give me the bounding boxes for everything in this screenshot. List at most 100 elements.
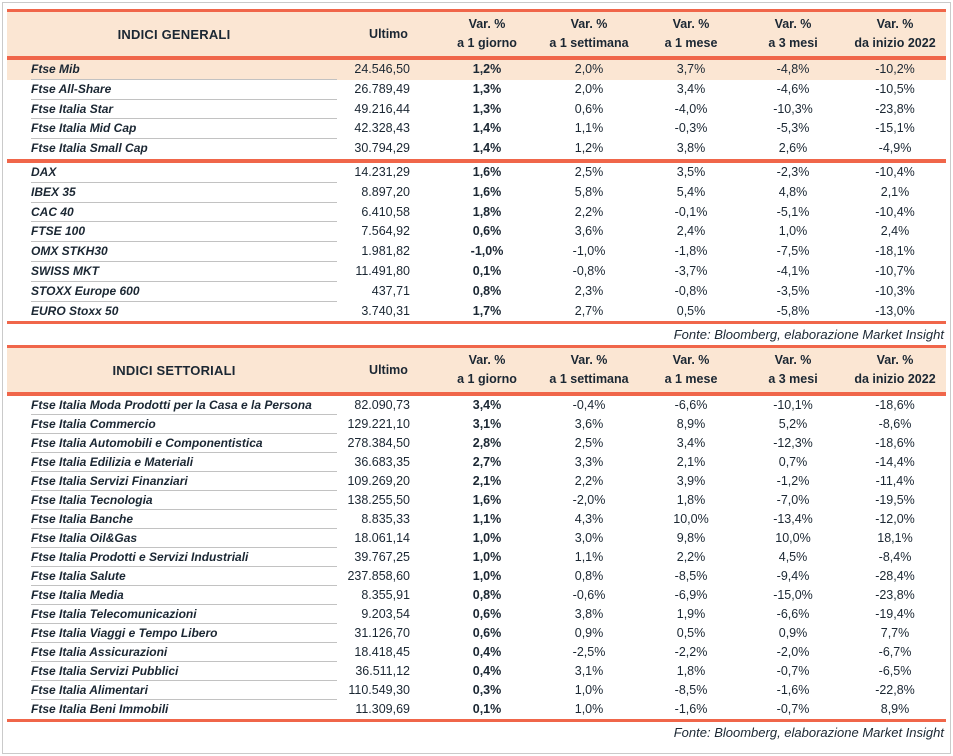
table-row: FTSE 100 7.564,92 0,6% 3,6% 2,4% 1,0% 2,4%	[7, 222, 946, 242]
cell-var-m1: -1,8%	[674, 244, 708, 259]
col-header-ultimo: Ultimo	[341, 10, 436, 57]
cell-var-w1: -2,0%	[572, 493, 606, 508]
cell-ultimo: 237.858,60	[347, 569, 410, 584]
table-row: Ftse Italia Telecomunicazioni 9.203,54 0,6…	[7, 605, 946, 625]
cell-index-name: Ftse Italia Servizi Finanziari	[7, 472, 341, 492]
cell-var-m1: -0,1%	[674, 204, 708, 219]
table-row: DAX 14.231,29 1,6% 2,5% 3,5% -2,3% -10,4%	[7, 162, 946, 183]
var-header-line2: a 1 mese	[664, 36, 718, 50]
var-header-line2: a 3 mesi	[768, 372, 818, 387]
table-row: Ftse Italia Servizi Pubblici 36.511,12 0,4…	[7, 662, 946, 682]
cell-var-ytd: 7,7%	[880, 626, 910, 641]
cell-var-m3: -10,1%	[773, 398, 813, 413]
var-header-line1: Var. %	[774, 17, 812, 31]
cell-ultimo: 6.410,58	[361, 204, 410, 219]
cell-var-w1: 3,6%	[574, 224, 604, 239]
group-separator-line	[7, 392, 946, 397]
cell-var-w1: 0,9%	[574, 626, 604, 641]
cell-var-m1: 2,4%	[676, 224, 706, 239]
table-row: Ftse Italia Banche 8.835,33 1,1% 4,3% 10,0% -…	[7, 510, 946, 530]
var-header-line1: Var. %	[672, 353, 710, 368]
cell-var-m3: -10,3%	[773, 101, 813, 116]
data-table: INDICI GENERALI Ultimo Var. % a 1 giorno Var…	[7, 9, 946, 325]
table-row: IBEX 35 8.897,20 1,6% 5,8% 5,4% 4,8% 2,1%	[7, 183, 946, 203]
cell-var-d1: 1,6%	[472, 184, 502, 199]
cell-var-m3: 4,8%	[778, 184, 808, 199]
cell-var-ytd: -10,2%	[844, 59, 946, 80]
cell-var-ytd: -12,0%	[875, 512, 915, 527]
cell-var-m3: -1,6%	[776, 683, 810, 698]
cell-var-m3: 4,5%	[778, 550, 808, 565]
table-row: Ftse Italia Viaggi e Tempo Libero 31.126,…	[7, 624, 946, 644]
cell-var-m3: -2,0%	[776, 645, 810, 660]
cell-var-ytd: -11,4%	[875, 474, 915, 489]
var-header-line1: Var. %	[672, 17, 710, 31]
cell-var-m3: -12,3%	[773, 436, 813, 451]
cell-var-m3: 10,0%	[775, 531, 811, 546]
cell-ultimo: 42.328,43	[354, 121, 410, 136]
cell-var-m3: -5,1%	[776, 204, 810, 219]
cell-var-w1: 1,0%	[574, 702, 604, 717]
cell-var-m1: 3,8%	[676, 141, 706, 156]
cell-var-d1: 2,8%	[472, 436, 502, 451]
table-row: Ftse Italia Assicurazioni 18.418,45 0,4% -2…	[7, 643, 946, 663]
cell-var-ytd: -13,0%	[875, 303, 915, 318]
table-row: Ftse Italia Media 8.355,91 0,8% -0,6% -6,9% -…	[7, 586, 946, 606]
cell-var-w1: 2,2%	[574, 204, 604, 219]
cell-var-d1: 0,8%	[472, 283, 502, 298]
cell-index-name: FTSE 100	[7, 222, 341, 242]
cell-index-name: Ftse All-Share	[7, 80, 341, 100]
cell-ultimo: 3.740,31	[361, 303, 410, 318]
cell-var-d1: 1,1%	[472, 512, 502, 527]
cell-ultimo: 11.491,80	[355, 263, 410, 278]
cell-var-d1: 1,3%	[472, 81, 502, 96]
table-row: SWISS MKT 11.491,80 0,1% -0,8% -3,7% -4,1% -10…	[7, 262, 946, 282]
var-header-line1: Var. %	[876, 17, 914, 31]
cell-var-ytd: -14,4%	[875, 455, 915, 470]
cell-var-m1: 1,8%	[676, 664, 706, 679]
cell-var-ytd: 8,9%	[880, 702, 910, 717]
cell-var-w1: 3,6%	[574, 417, 604, 432]
cell-index-name: Ftse Italia Tecnologia	[7, 491, 341, 511]
cell-var-d1: -1,0%	[470, 244, 504, 259]
cell-var-ytd: -4,9%	[878, 141, 912, 156]
cell-var-m1: 2,2%	[676, 550, 706, 565]
cell-var-w1: 0,8%	[574, 569, 604, 584]
cell-var-d1: 1,3%	[472, 101, 502, 116]
table-row: Ftse Italia Alimentari 110.549,30 0,3% 1,0%…	[7, 681, 946, 701]
cell-ultimo: 82.090,73	[354, 398, 410, 413]
var-header-line2: da inizio 2022	[854, 372, 936, 387]
cell-var-w1: 3,3%	[574, 455, 604, 470]
cell-var-d1: 1,6%	[472, 493, 502, 508]
cell-index-name: SWISS MKT	[7, 262, 341, 282]
cell-var-m1: -1,6%	[674, 702, 708, 717]
cell-var-d1: 0,8%	[472, 588, 502, 603]
cell-var-ytd: -18,6%	[875, 398, 915, 413]
cell-index-name: Ftse Italia Salute	[7, 567, 341, 587]
cell-var-m1: 8,9%	[676, 417, 706, 432]
cell-ultimo: 110.549,30	[348, 683, 410, 698]
table-header: INDICI SETTORIALI Ultimo Var. % a 1 giorno V…	[7, 346, 946, 394]
table-header: INDICI GENERALI Ultimo Var. % a 1 giorno Var…	[7, 10, 946, 57]
cell-var-w1: 2,2%	[574, 474, 604, 489]
cell-var-d1: 3,4%	[472, 398, 502, 413]
cell-var-m3: -0,7%	[776, 702, 810, 717]
cell-var-d1: 3,1%	[472, 417, 502, 432]
cell-var-ytd: -8,6%	[878, 417, 912, 432]
cell-var-d1: 1,2%	[436, 59, 538, 80]
cell-index-name: Ftse Italia Edilizia e Materiali	[7, 453, 341, 473]
cell-var-m3: -4,1%	[776, 263, 810, 278]
cell-index-name: Ftse Italia Media	[7, 586, 341, 606]
cell-var-ytd: 2,4%	[880, 224, 910, 239]
section-indici-settoriali: INDICI SETTORIALI Ultimo Var. % a 1 giorno V…	[7, 345, 946, 740]
table-row: Ftse Italia Small Cap 30.794,29 1,4% 1,2% 3,…	[7, 139, 946, 160]
cell-ultimo: 18.418,45	[354, 645, 410, 660]
cell-ultimo: 14.231,29	[354, 164, 410, 179]
cell-index-name: Ftse Italia Prodotti e Servizi Industria…	[7, 548, 341, 568]
cell-var-m1: 9,8%	[676, 531, 706, 546]
cell-ultimo: 129.221,10	[347, 417, 410, 432]
cell-var-m3: -5,8%	[776, 303, 810, 318]
cell-ultimo: 36.511,12	[355, 664, 410, 679]
cell-var-ytd: -6,5%	[878, 664, 912, 679]
